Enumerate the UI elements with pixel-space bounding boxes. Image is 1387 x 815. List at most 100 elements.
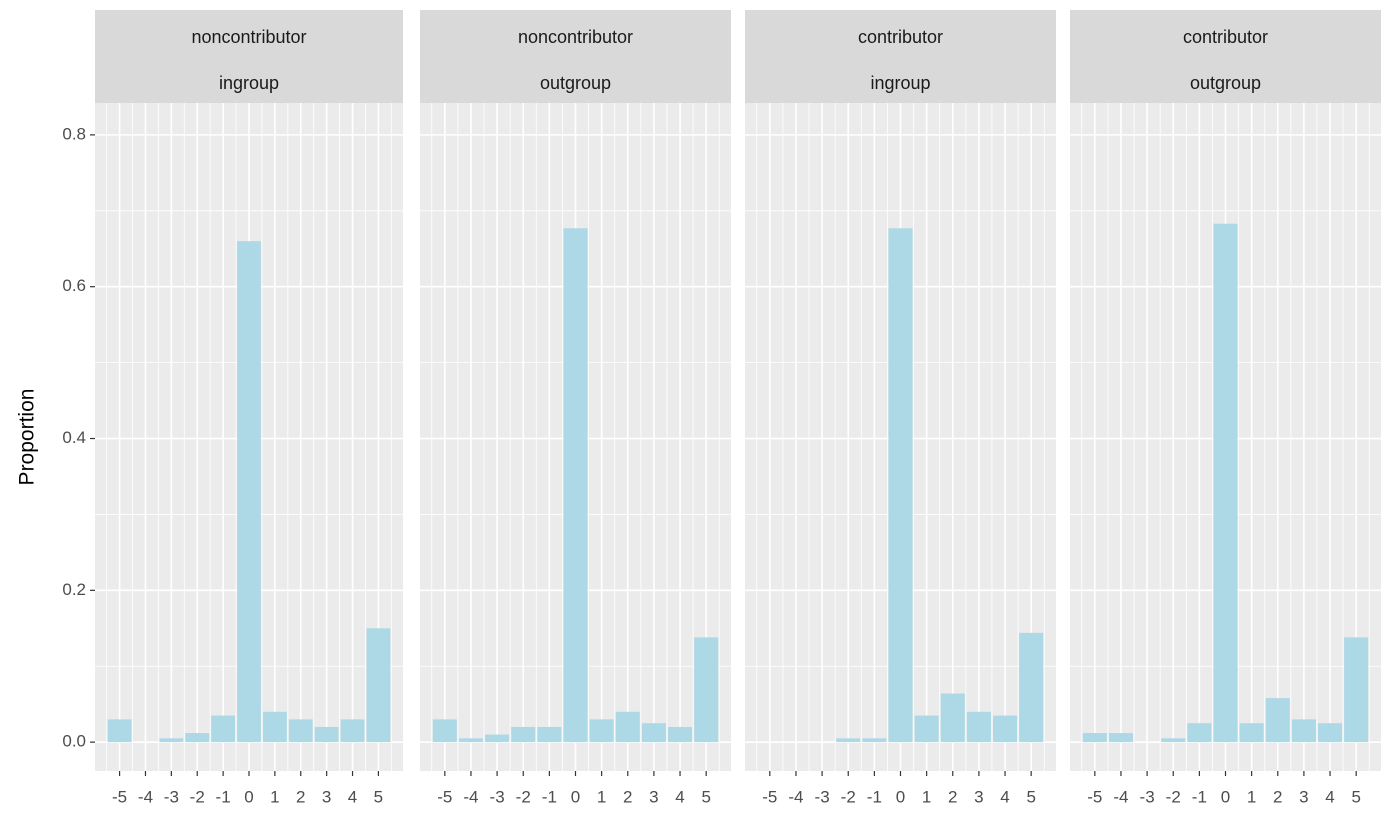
x-tick-label: 5 bbox=[1351, 787, 1360, 806]
bar bbox=[1213, 223, 1238, 743]
bar bbox=[159, 738, 184, 743]
bar bbox=[1344, 637, 1369, 743]
y-tick-label: 0.4 bbox=[62, 428, 86, 447]
x-tick-label: -2 bbox=[1166, 787, 1181, 806]
x-tick-label: -5 bbox=[112, 787, 127, 806]
bar bbox=[1239, 723, 1264, 743]
x-tick-label: -5 bbox=[762, 787, 777, 806]
strip-label: ingroup bbox=[219, 73, 279, 93]
x-tick-label: 1 bbox=[922, 787, 931, 806]
x-tick-label: -2 bbox=[841, 787, 856, 806]
x-tick-label: -2 bbox=[516, 787, 531, 806]
x-tick-label: -3 bbox=[1140, 787, 1155, 806]
bar bbox=[668, 726, 693, 743]
x-tick-label: 5 bbox=[701, 787, 710, 806]
bar bbox=[1019, 632, 1044, 743]
x-tick-label: -5 bbox=[1087, 787, 1102, 806]
bar bbox=[1265, 698, 1290, 743]
strip-label: outgroup bbox=[1190, 73, 1261, 93]
bar bbox=[836, 738, 861, 743]
x-tick-label: -3 bbox=[164, 787, 179, 806]
bar bbox=[563, 228, 588, 743]
bar bbox=[107, 719, 132, 743]
x-tick-label: -3 bbox=[490, 787, 505, 806]
bar bbox=[185, 733, 210, 743]
x-tick-label: 3 bbox=[322, 787, 331, 806]
y-tick-label: 0.8 bbox=[62, 124, 86, 143]
x-tick-label: 5 bbox=[1026, 787, 1035, 806]
x-tick-label: -4 bbox=[1113, 787, 1128, 806]
bar bbox=[914, 715, 939, 743]
bar bbox=[1318, 723, 1343, 743]
bar bbox=[1291, 719, 1316, 743]
x-tick-label: -4 bbox=[463, 787, 478, 806]
bar bbox=[993, 715, 1018, 743]
x-tick-label: 5 bbox=[374, 787, 383, 806]
strip-label: noncontributor bbox=[191, 27, 306, 47]
strip-background bbox=[1070, 10, 1381, 103]
x-tick-label: -2 bbox=[190, 787, 205, 806]
y-tick-label: 0.2 bbox=[62, 580, 86, 599]
x-tick-label: 0 bbox=[244, 787, 253, 806]
x-tick-label: -5 bbox=[437, 787, 452, 806]
x-tick-label: 3 bbox=[649, 787, 658, 806]
bar bbox=[940, 693, 965, 743]
bar bbox=[641, 723, 666, 743]
x-tick-label: 2 bbox=[296, 787, 305, 806]
x-tick-label: 3 bbox=[974, 787, 983, 806]
y-tick-label: 0.6 bbox=[62, 276, 86, 295]
x-tick-label: -1 bbox=[1192, 787, 1207, 806]
strip-background bbox=[420, 10, 731, 103]
y-tick-label: 0.0 bbox=[62, 732, 86, 751]
y-axis-title: Proportion bbox=[16, 389, 39, 486]
bar bbox=[694, 637, 719, 743]
bar bbox=[537, 726, 562, 743]
bar bbox=[237, 241, 261, 743]
x-tick-label: -4 bbox=[138, 787, 153, 806]
x-tick-label: 0 bbox=[896, 787, 905, 806]
x-tick-label: 3 bbox=[1299, 787, 1308, 806]
bar bbox=[966, 711, 991, 743]
x-tick-label: -1 bbox=[867, 787, 882, 806]
strip-background bbox=[745, 10, 1056, 103]
bar bbox=[888, 228, 913, 743]
x-tick-label: 1 bbox=[270, 787, 279, 806]
x-tick-label: 2 bbox=[1273, 787, 1282, 806]
bar bbox=[485, 734, 510, 743]
bar bbox=[340, 719, 365, 743]
x-tick-label: 4 bbox=[1000, 787, 1009, 806]
bar bbox=[314, 726, 339, 743]
bar bbox=[589, 719, 614, 743]
x-tick-label: -4 bbox=[788, 787, 803, 806]
bar bbox=[1161, 738, 1186, 743]
x-tick-label: 0 bbox=[1221, 787, 1230, 806]
x-tick-label: 1 bbox=[597, 787, 606, 806]
x-tick-label: 4 bbox=[348, 787, 357, 806]
bar bbox=[262, 711, 287, 743]
bar bbox=[1082, 733, 1107, 743]
bar bbox=[432, 719, 457, 743]
bar bbox=[1187, 723, 1212, 743]
x-tick-label: 0 bbox=[571, 787, 580, 806]
strip-label: contributor bbox=[1183, 27, 1268, 47]
strip-label: contributor bbox=[858, 27, 943, 47]
bar bbox=[211, 715, 236, 743]
bar bbox=[511, 726, 536, 743]
bar bbox=[1108, 733, 1133, 743]
strip-label: ingroup bbox=[870, 73, 930, 93]
bar bbox=[862, 738, 887, 743]
bar bbox=[615, 711, 640, 743]
strip-background bbox=[95, 10, 403, 103]
bar bbox=[366, 628, 391, 743]
bar bbox=[458, 738, 483, 743]
x-tick-label: -1 bbox=[216, 787, 231, 806]
x-tick-label: -1 bbox=[542, 787, 557, 806]
x-tick-label: 1 bbox=[1247, 787, 1256, 806]
x-tick-label: 4 bbox=[675, 787, 684, 806]
strip-label: outgroup bbox=[540, 73, 611, 93]
x-tick-label: -3 bbox=[815, 787, 830, 806]
strip-label: noncontributor bbox=[518, 27, 633, 47]
x-tick-label: 4 bbox=[1325, 787, 1334, 806]
x-tick-label: 2 bbox=[623, 787, 632, 806]
